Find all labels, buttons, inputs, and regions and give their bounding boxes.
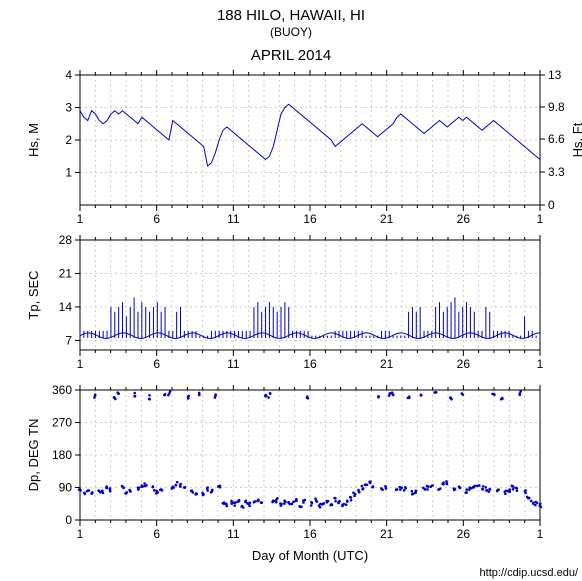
ylabel-left: Dp, DEG TN <box>26 419 41 492</box>
ytick-label: 0 <box>65 513 72 527</box>
xtick-label: 1 <box>537 357 544 371</box>
xtick-label: 6 <box>153 212 160 226</box>
ytick-label: 7 <box>65 333 72 347</box>
ylabel-left: Tp, SEC <box>26 270 41 319</box>
xtick-label: 1 <box>77 212 84 226</box>
ylabel-left: Hs, M <box>26 123 41 157</box>
xtick-label: 6 <box>153 357 160 371</box>
xtick-label: 11 <box>227 212 240 226</box>
ytick-label: 270 <box>52 416 72 430</box>
ytick-label: 90 <box>59 481 73 495</box>
ytick-label: 14 <box>59 300 73 314</box>
xtick-label: 1 <box>537 527 544 541</box>
ytick-label-right: 6.6 <box>548 132 565 146</box>
ytick-label: 2 <box>65 133 72 147</box>
xtick-label: 26 <box>457 212 471 226</box>
xtick-label: 11 <box>227 357 240 371</box>
xtick-label: 16 <box>303 527 317 541</box>
ytick-label: 28 <box>59 233 73 247</box>
ytick-label-right: 3.3 <box>548 165 565 179</box>
ylabel-right: Hs, Ft <box>570 122 582 157</box>
xtick-label: 26 <box>457 527 471 541</box>
buoy-chart: 188 HILO, HAWAII, HI(BUOY) APRIL 2014 1 2 3 4… <box>0 0 582 581</box>
ytick-label: 4 <box>65 68 72 82</box>
xtick-label: 26 <box>457 357 471 371</box>
title-sub: (BUOY) <box>270 25 312 39</box>
xtick-label: 11 <box>227 527 240 541</box>
ytick-label: 1 <box>65 166 72 180</box>
xtick-label: 1 <box>77 357 84 371</box>
xtick-label: 6 <box>153 527 160 541</box>
ytick-label: 180 <box>52 448 72 462</box>
xtick-label: 21 <box>380 212 394 226</box>
xtick-label: 21 <box>380 527 394 541</box>
xtick-label: 16 <box>303 212 317 226</box>
xtick-label: 1 <box>537 212 544 226</box>
ytick-label-right: 13 <box>548 68 562 82</box>
xlabel: Day of Month (UTC) <box>252 548 368 563</box>
ytick-label-right: 0 <box>548 198 555 212</box>
footer-url: http://cdip.ucsd.edu/ <box>480 567 579 579</box>
ytick-label-right: 9.8 <box>548 100 565 114</box>
xtick-label: 1 <box>77 527 84 541</box>
title-month: APRIL 2014 <box>251 47 331 64</box>
xtick-label: 16 <box>303 357 317 371</box>
ytick-label: 360 <box>52 383 72 397</box>
ytick-label: 3 <box>65 101 72 115</box>
title-main: 188 HILO, HAWAII, HI <box>217 7 365 24</box>
ytick-label: 21 <box>59 266 73 280</box>
xtick-label: 21 <box>380 357 394 371</box>
